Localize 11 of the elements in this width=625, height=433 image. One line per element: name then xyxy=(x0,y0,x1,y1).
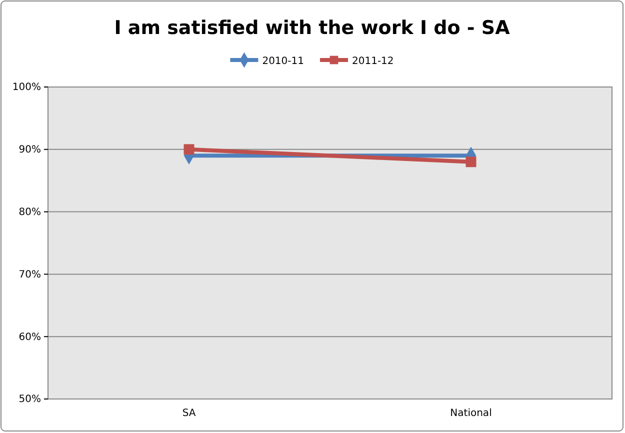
x-tick-label: SA xyxy=(182,408,196,420)
y-tick-label: 100% xyxy=(12,82,41,94)
y-tick-label: 70% xyxy=(18,269,41,280)
y-tick-label: 90% xyxy=(18,144,41,156)
y-tick-label: 80% xyxy=(18,207,41,218)
y-tick-label: 50% xyxy=(18,394,41,406)
chart-title: I am satisfied with the work I do - SA xyxy=(114,17,510,39)
x-tick-label: National xyxy=(450,408,492,420)
y-tick-label: 60% xyxy=(18,332,41,343)
legend-label: 2010-11 xyxy=(262,56,304,67)
legend-label: 2011-12 xyxy=(352,56,394,67)
